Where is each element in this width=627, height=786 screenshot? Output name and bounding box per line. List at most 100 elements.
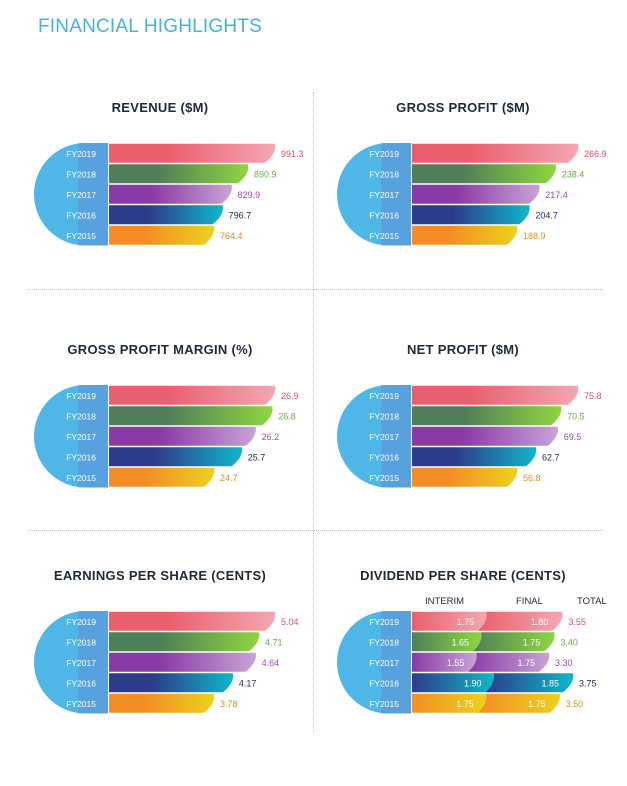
- final-bar-fy2015: [477, 693, 560, 713]
- total-value-label: 3.40: [560, 637, 578, 647]
- bar-fy2015: [109, 467, 215, 487]
- value-label: 764.4: [220, 231, 243, 241]
- revenue-chart-svg: FY2019 991.3 FY2018 890.9 FY2017 829.9 FY2016 7…: [34, 143, 304, 246]
- category-label: FY2015: [369, 231, 399, 241]
- chart-title: GROSS PROFIT MARGIN (%): [67, 342, 253, 357]
- bar-fy2016: [109, 447, 243, 467]
- label-stripe: [78, 611, 108, 714]
- category-label: FY2018: [66, 411, 96, 421]
- interim-bar-fy2015: [412, 693, 487, 713]
- chart-title: NET PROFIT ($M): [406, 342, 520, 357]
- interim-value-label: 1.65: [452, 637, 470, 647]
- category-label: FY2016: [66, 678, 96, 688]
- category-label: FY2017: [369, 190, 399, 200]
- bar-fy2016: [412, 205, 530, 225]
- category-label: FY2015: [66, 699, 96, 709]
- value-label: 69.5: [564, 432, 582, 442]
- category-label: FY2019: [369, 391, 399, 401]
- category-label: FY2019: [66, 617, 96, 627]
- bar-fy2016: [109, 673, 234, 693]
- category-label: FY2018: [66, 169, 96, 179]
- category-label: FY2016: [66, 210, 96, 220]
- value-label: 4.17: [239, 678, 257, 688]
- eps-chart-svg: FY2019 5.04 FY2018 4.71 FY2017 4.64 FY2016 4.17…: [34, 611, 299, 714]
- value-label: 75.8: [584, 391, 602, 401]
- category-label: FY2018: [66, 637, 96, 647]
- value-label: 26.8: [278, 411, 296, 421]
- dps-chart: DIVIDEND PER SHARE (CENTS) INTERIM FINAL…: [313, 566, 613, 786]
- horizontal-divider: [28, 289, 603, 290]
- interim-bar-fy2017: [412, 652, 477, 672]
- value-label: 5.04: [281, 617, 299, 627]
- value-label: 70.5: [567, 411, 585, 421]
- category-label: FY2019: [369, 149, 399, 159]
- final-value-label: 1.85: [541, 678, 559, 688]
- total-value-label: 3.30: [555, 658, 573, 668]
- final-bar-fy2017: [468, 652, 550, 672]
- category-label: FY2016: [369, 678, 399, 688]
- horizontal-divider: [28, 530, 603, 531]
- net-profit-chart: NET PROFIT ($M) FY2019 75.8 FY2018 70.5 FY20…: [313, 340, 613, 560]
- bar-fy2019: [412, 143, 579, 163]
- gross-profit-margin-chart-svg: FY2019 26.9 FY2018 26.8 FY2017 26.2 FY2016 25.7…: [34, 385, 299, 488]
- final-value-label: 1.75: [528, 699, 546, 709]
- bar-fy2018: [412, 406, 562, 426]
- category-label: FY2017: [66, 432, 96, 442]
- bar-fy2016: [109, 205, 223, 225]
- category-label: FY2015: [369, 473, 399, 483]
- value-label: 24.7: [220, 473, 238, 483]
- value-label: 26.9: [281, 391, 299, 401]
- value-label: 204.7: [535, 210, 558, 220]
- final-value-label: 1.80: [531, 617, 549, 627]
- category-label: FY2018: [369, 637, 399, 647]
- final-bar-fy2016: [485, 673, 574, 693]
- label-stripe: [78, 143, 108, 246]
- value-label: 25.7: [248, 452, 266, 462]
- value-label: 266.9: [584, 149, 607, 159]
- value-label: 4.71: [265, 637, 283, 647]
- bar-fy2018: [412, 164, 556, 184]
- value-label: 56.8: [523, 473, 541, 483]
- bar-fy2015: [109, 693, 215, 713]
- bar-fy2015: [109, 225, 215, 245]
- total-value-label: 3.75: [579, 678, 597, 688]
- eps-chart: EARNINGS PER SHARE (CENTS) FY2019 5.04 FY2…: [10, 566, 310, 786]
- column-header-total: TOTAL: [577, 596, 607, 607]
- category-label: FY2015: [369, 699, 399, 709]
- value-label: 188.9: [523, 231, 546, 241]
- net-profit-chart-svg: FY2019 75.8 FY2018 70.5 FY2017 69.5 FY2016 62.7…: [337, 385, 602, 488]
- final-value-label: 1.75: [523, 637, 541, 647]
- total-value-label: 3.50: [566, 699, 584, 709]
- bar-fy2018: [109, 632, 260, 652]
- interim-value-label: 1.75: [456, 699, 474, 709]
- bar-fy2018: [109, 406, 273, 426]
- vertical-divider: [313, 92, 314, 732]
- chart-title: GROSS PROFIT ($M): [396, 100, 530, 115]
- value-label: 991.3: [281, 149, 304, 159]
- value-label: 62.7: [542, 452, 560, 462]
- bar-fy2019: [412, 385, 579, 405]
- interim-bar-fy2016: [412, 673, 494, 693]
- category-label: FY2019: [369, 617, 399, 627]
- bar-fy2015: [412, 225, 518, 245]
- gross-profit-chart-svg: FY2019 266.9 FY2018 238.4 FY2017 217.4 FY2016 2…: [337, 143, 607, 246]
- revenue-chart: REVENUE ($M) FY2019 991.3 FY2018 890.9 FY201…: [10, 98, 310, 318]
- interim-value-label: 1.90: [464, 678, 482, 688]
- chart-title: DIVIDEND PER SHARE (CENTS): [360, 568, 566, 583]
- bar-fy2017: [412, 426, 559, 446]
- final-bar-fy2019: [478, 611, 563, 631]
- category-label: FY2019: [66, 391, 96, 401]
- bar-fy2017: [109, 184, 232, 204]
- bar-fy2019: [109, 611, 276, 631]
- label-stripe: [381, 385, 411, 488]
- category-label: FY2015: [66, 473, 96, 483]
- value-label: 238.4: [562, 169, 585, 179]
- label-stripe: [78, 385, 108, 488]
- bar-fy2019: [109, 143, 276, 163]
- category-label: FY2016: [66, 452, 96, 462]
- value-label: 3.78: [220, 699, 238, 709]
- gross-profit-chart: GROSS PROFIT ($M) FY2019 266.9 FY2018 238.4…: [313, 98, 613, 318]
- interim-value-label: 1.75: [457, 617, 475, 627]
- value-label: 796.7: [229, 210, 252, 220]
- value-label: 26.2: [262, 432, 280, 442]
